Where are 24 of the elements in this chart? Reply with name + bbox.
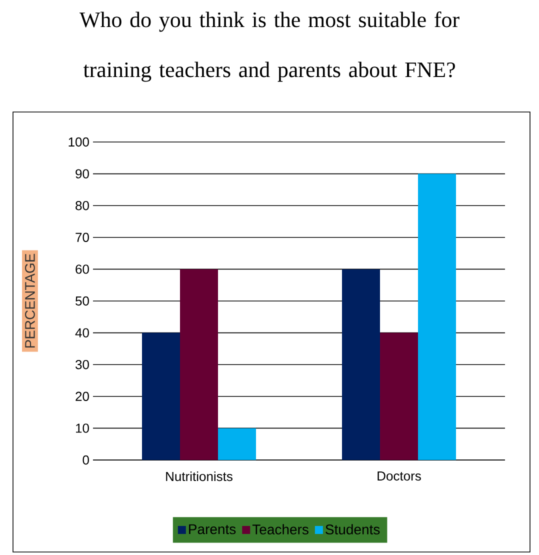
bar [380,332,418,460]
bar [218,428,256,460]
bar [180,269,218,460]
y-tick-label: 40 [75,328,89,338]
legend-label: Parents [189,524,236,534]
legend-label: Students [326,524,380,534]
y-tick-label: 50 [76,296,89,306]
y-axis-title: PERCENTAGE [25,254,35,348]
bar [142,332,180,460]
y-tick-label: 60 [76,264,89,274]
y-tick-label: 30 [76,360,89,370]
y-tick-label: 100 [68,137,89,147]
bar [418,174,456,460]
y-tick-label: 80 [76,200,89,210]
bar [342,269,380,460]
x-tick-label: Nutritionists [166,472,232,482]
y-tick-label: 10 [76,424,89,433]
chart-title: Who do you think is the most suitable for training teachers and parents about FNE? [79,12,460,82]
y-tick-label: 90 [76,169,89,178]
y-tick-label: 0 [82,455,89,465]
y-tick-label: 20 [76,392,89,401]
x-tick-label: Doctors [378,472,421,481]
y-tick-label: 70 [76,232,89,242]
legend-label: Teachers [252,524,308,534]
